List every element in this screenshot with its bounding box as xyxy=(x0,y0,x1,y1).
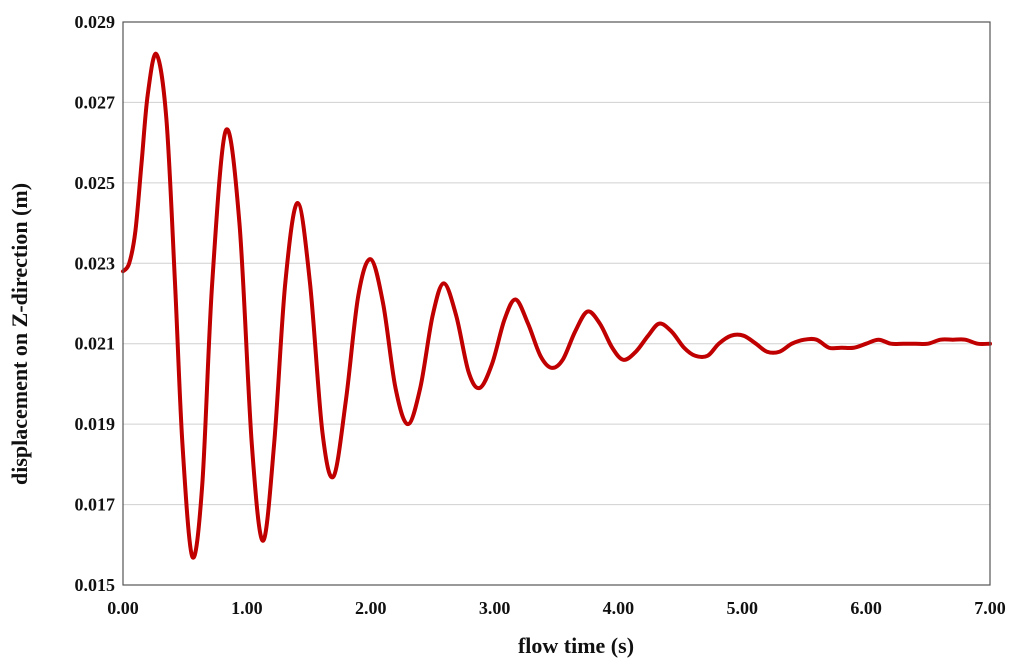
y-tick-label: 0.027 xyxy=(75,92,116,112)
x-axis-title: flow time (s) xyxy=(518,633,634,658)
grid-lines xyxy=(123,101,990,506)
y-axis-ticks: 0.015 0.017 0.019 0.021 0.023 0.025 0.027 0.029 xyxy=(75,12,116,595)
series-layer xyxy=(121,52,992,560)
y-axis-title: displacement on Z-direction (m) xyxy=(7,183,32,485)
x-tick-label: 5.00 xyxy=(727,598,759,618)
y-tick-label: 0.025 xyxy=(75,173,116,193)
y-tick-label: 0.023 xyxy=(75,253,116,273)
y-tick-label: 0.029 xyxy=(75,12,116,32)
x-tick-label: 0.00 xyxy=(107,598,139,618)
x-tick-label: 6.00 xyxy=(850,598,882,618)
series-line-0 xyxy=(121,52,992,560)
y-tick-label: 0.021 xyxy=(75,334,116,354)
y-tick-label: 0.017 xyxy=(75,495,116,515)
x-tick-label: 3.00 xyxy=(479,598,511,618)
y-tick-label: 0.015 xyxy=(75,575,116,595)
x-tick-label: 2.00 xyxy=(355,598,387,618)
plot-area-frame xyxy=(122,21,991,586)
x-tick-label: 1.00 xyxy=(231,598,263,618)
x-tick-label: 4.00 xyxy=(603,598,635,618)
y-tick-label: 0.019 xyxy=(75,414,116,434)
x-axis-ticks: 0.00 1.00 2.00 3.00 4.00 5.00 6.00 7.00 xyxy=(107,598,1006,618)
x-tick-label: 7.00 xyxy=(974,598,1006,618)
